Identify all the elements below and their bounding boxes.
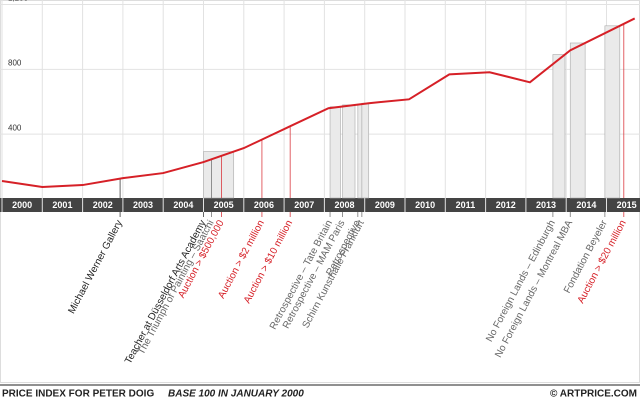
x-tick-label: 2006: [254, 200, 274, 210]
chart-title: PRICE INDEX FOR PETER DOIG: [2, 389, 154, 400]
x-tick-label: 2011: [456, 200, 476, 210]
x-tick-label: 2004: [173, 200, 193, 210]
event-band: [329, 106, 341, 199]
x-tick-label: 2015: [617, 200, 637, 210]
source: © ARTPRICE.COM: [550, 389, 637, 400]
x-tick-label: 2010: [415, 200, 435, 210]
x-tick-label: 2013: [536, 200, 556, 210]
y-tick-label: 400: [8, 123, 22, 132]
x-tick-label: 2007: [294, 200, 314, 210]
x-tick-label: 2012: [496, 200, 516, 210]
event-band: [342, 104, 356, 199]
event-band: [203, 151, 235, 199]
x-tick-label: 2000: [12, 200, 32, 210]
x-tick-label: 2001: [52, 200, 72, 210]
y-tick-label: 800: [8, 58, 22, 67]
grid: [0, 4, 640, 135]
event-band: [357, 103, 363, 199]
x-tick-label: 2002: [93, 200, 113, 210]
x-tick-label: 2009: [375, 200, 395, 210]
y-tick-label: 1,200: [8, 0, 29, 3]
price-line: [1, 17, 636, 189]
event-band: [569, 42, 586, 199]
x-tick-label: 2005: [214, 200, 234, 210]
event-band: [361, 102, 370, 199]
x-tick-label: 2003: [133, 200, 153, 210]
x-axis-bar: [0, 198, 640, 212]
event-label: Michael Werner Gallery: [66, 218, 125, 315]
event-band: [604, 25, 621, 199]
chart-subtitle: BASE 100 IN JANUARY 2000: [168, 389, 304, 400]
frame: [0, 0, 640, 383]
x-tick-label: 2014: [576, 200, 596, 210]
event-label: The Triumph of Painting – Saatchi: [136, 218, 216, 356]
x-tick-label: 2008: [335, 200, 355, 210]
event-band: [552, 54, 566, 199]
